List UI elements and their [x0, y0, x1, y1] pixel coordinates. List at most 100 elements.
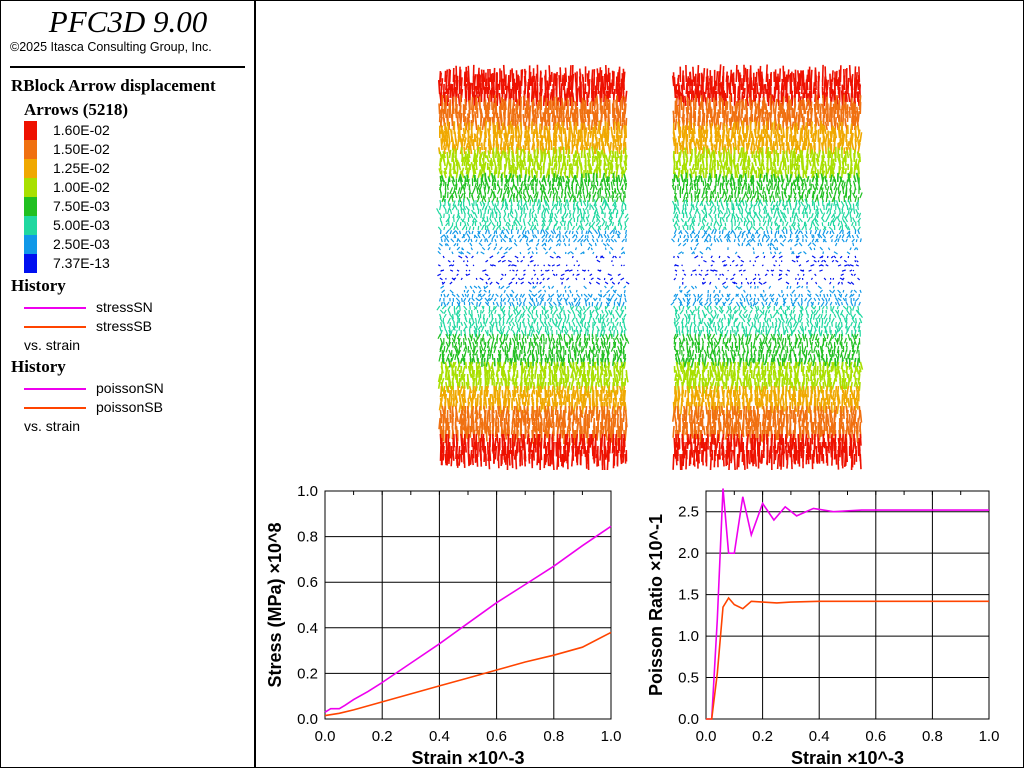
displacement-arrow	[583, 212, 585, 219]
displacement-arrow	[439, 92, 443, 107]
displacement-arrow	[510, 108, 514, 123]
displacement-arrow	[463, 305, 468, 311]
displacement-arrow	[471, 453, 474, 466]
displacement-arrow	[579, 225, 583, 231]
displacement-arrow	[581, 181, 585, 191]
displacement-arrow	[540, 77, 543, 91]
displacement-arrow	[557, 177, 562, 187]
displacement-arrow	[846, 110, 849, 123]
displacement-arrow	[607, 413, 611, 429]
displacement-arrow	[522, 365, 526, 374]
displacement-arrow	[456, 361, 461, 372]
displacement-arrow	[584, 127, 588, 139]
displacement-arrow	[479, 201, 483, 207]
displacement-arrow	[835, 70, 838, 87]
displacement-arrow	[795, 122, 799, 135]
displacement-arrow	[766, 74, 769, 91]
displacement-arrow	[726, 110, 729, 123]
displacement-arrow	[470, 127, 474, 139]
displacement-arrow	[592, 186, 595, 195]
displacement-arrow	[583, 136, 587, 147]
displacement-arrow	[458, 317, 461, 324]
displacement-arrow	[507, 98, 511, 111]
displacement-arrow	[456, 246, 461, 251]
displacement-arrow	[559, 67, 562, 83]
displacement-arrow	[588, 281, 592, 285]
displacement-arrow	[489, 255, 494, 259]
displacement-arrow	[542, 277, 545, 281]
displacement-arrow	[582, 208, 587, 215]
displacement-arrow	[550, 325, 553, 331]
displacement-arrow	[550, 100, 554, 115]
displacement-arrow	[502, 313, 506, 319]
displacement-arrow	[767, 134, 771, 143]
displacement-arrow	[493, 246, 497, 251]
history1-title: History	[11, 276, 66, 295]
displacement-arrow	[499, 305, 502, 311]
displacement-arrow	[437, 273, 442, 277]
displacement-arrow	[574, 160, 578, 167]
displacement-arrow	[606, 421, 610, 432]
displacement-arrow	[558, 293, 562, 298]
displacement-arrow	[542, 220, 546, 227]
displacement-arrow	[589, 345, 593, 353]
displacement-arrow	[516, 179, 519, 187]
displacement-arrow	[619, 112, 622, 127]
displacement-arrow	[484, 285, 489, 290]
displacement-arrow	[621, 122, 624, 131]
displacement-arrow	[497, 117, 501, 131]
displacement-arrow	[600, 337, 604, 345]
displacement-arrow	[585, 216, 589, 223]
displacement-arrow	[726, 134, 730, 147]
history1-vs-label: vs. strain	[24, 337, 81, 353]
displacement-arrow	[492, 301, 495, 306]
displacement-arrow	[449, 269, 454, 272]
displacement-arrow	[477, 293, 482, 297]
displacement-arrow	[598, 345, 602, 354]
displacement-arrow	[689, 138, 692, 151]
displacement-arrow	[704, 139, 708, 151]
displacement-arrow	[480, 251, 485, 255]
displacement-arrow	[799, 103, 803, 119]
displacement-arrow	[591, 337, 594, 344]
displacement-arrow	[554, 405, 558, 416]
color-level-label: 7.37E-13	[53, 255, 110, 271]
displacement-arrow	[610, 317, 613, 324]
displacement-arrow	[555, 365, 559, 374]
displacement-arrow	[616, 405, 620, 416]
displacement-arrow	[506, 142, 509, 151]
displacement-arrow	[460, 201, 463, 207]
displacement-arrow	[531, 251, 534, 255]
displacement-arrow	[512, 377, 515, 385]
displacement-arrow	[536, 321, 539, 326]
displacement-arrow	[606, 289, 611, 294]
displacement-arrow	[534, 213, 538, 219]
displacement-arrow	[608, 309, 612, 316]
displacement-arrow	[563, 285, 567, 289]
displacement-arrow	[588, 229, 593, 235]
displacement-arrow	[438, 401, 442, 411]
displacement-arrow	[448, 349, 452, 357]
displacement-arrow	[516, 161, 520, 171]
displacement-arrow	[469, 361, 473, 372]
displacement-arrow	[522, 233, 527, 239]
displacement-arrow	[552, 337, 556, 344]
displacement-arrow	[468, 199, 471, 207]
displacement-arrow	[549, 297, 553, 302]
displacement-arrow	[614, 255, 617, 259]
displacement-arrow	[455, 413, 460, 423]
displacement-arrow	[465, 264, 469, 267]
displacement-arrow	[579, 220, 583, 227]
displacement-arrow	[588, 317, 591, 324]
displacement-arrow	[559, 154, 563, 163]
displacement-arrow	[505, 333, 509, 341]
displacement-arrow	[521, 409, 525, 423]
displacement-arrow	[488, 293, 491, 298]
displacement-arrow	[753, 128, 757, 139]
displacement-arrow	[617, 281, 621, 285]
displacement-arrow	[612, 172, 616, 183]
displacement-arrow	[610, 345, 615, 352]
displacement-arrow	[442, 385, 446, 397]
displacement-arrow	[547, 329, 550, 335]
displacement-arrow	[512, 152, 516, 163]
